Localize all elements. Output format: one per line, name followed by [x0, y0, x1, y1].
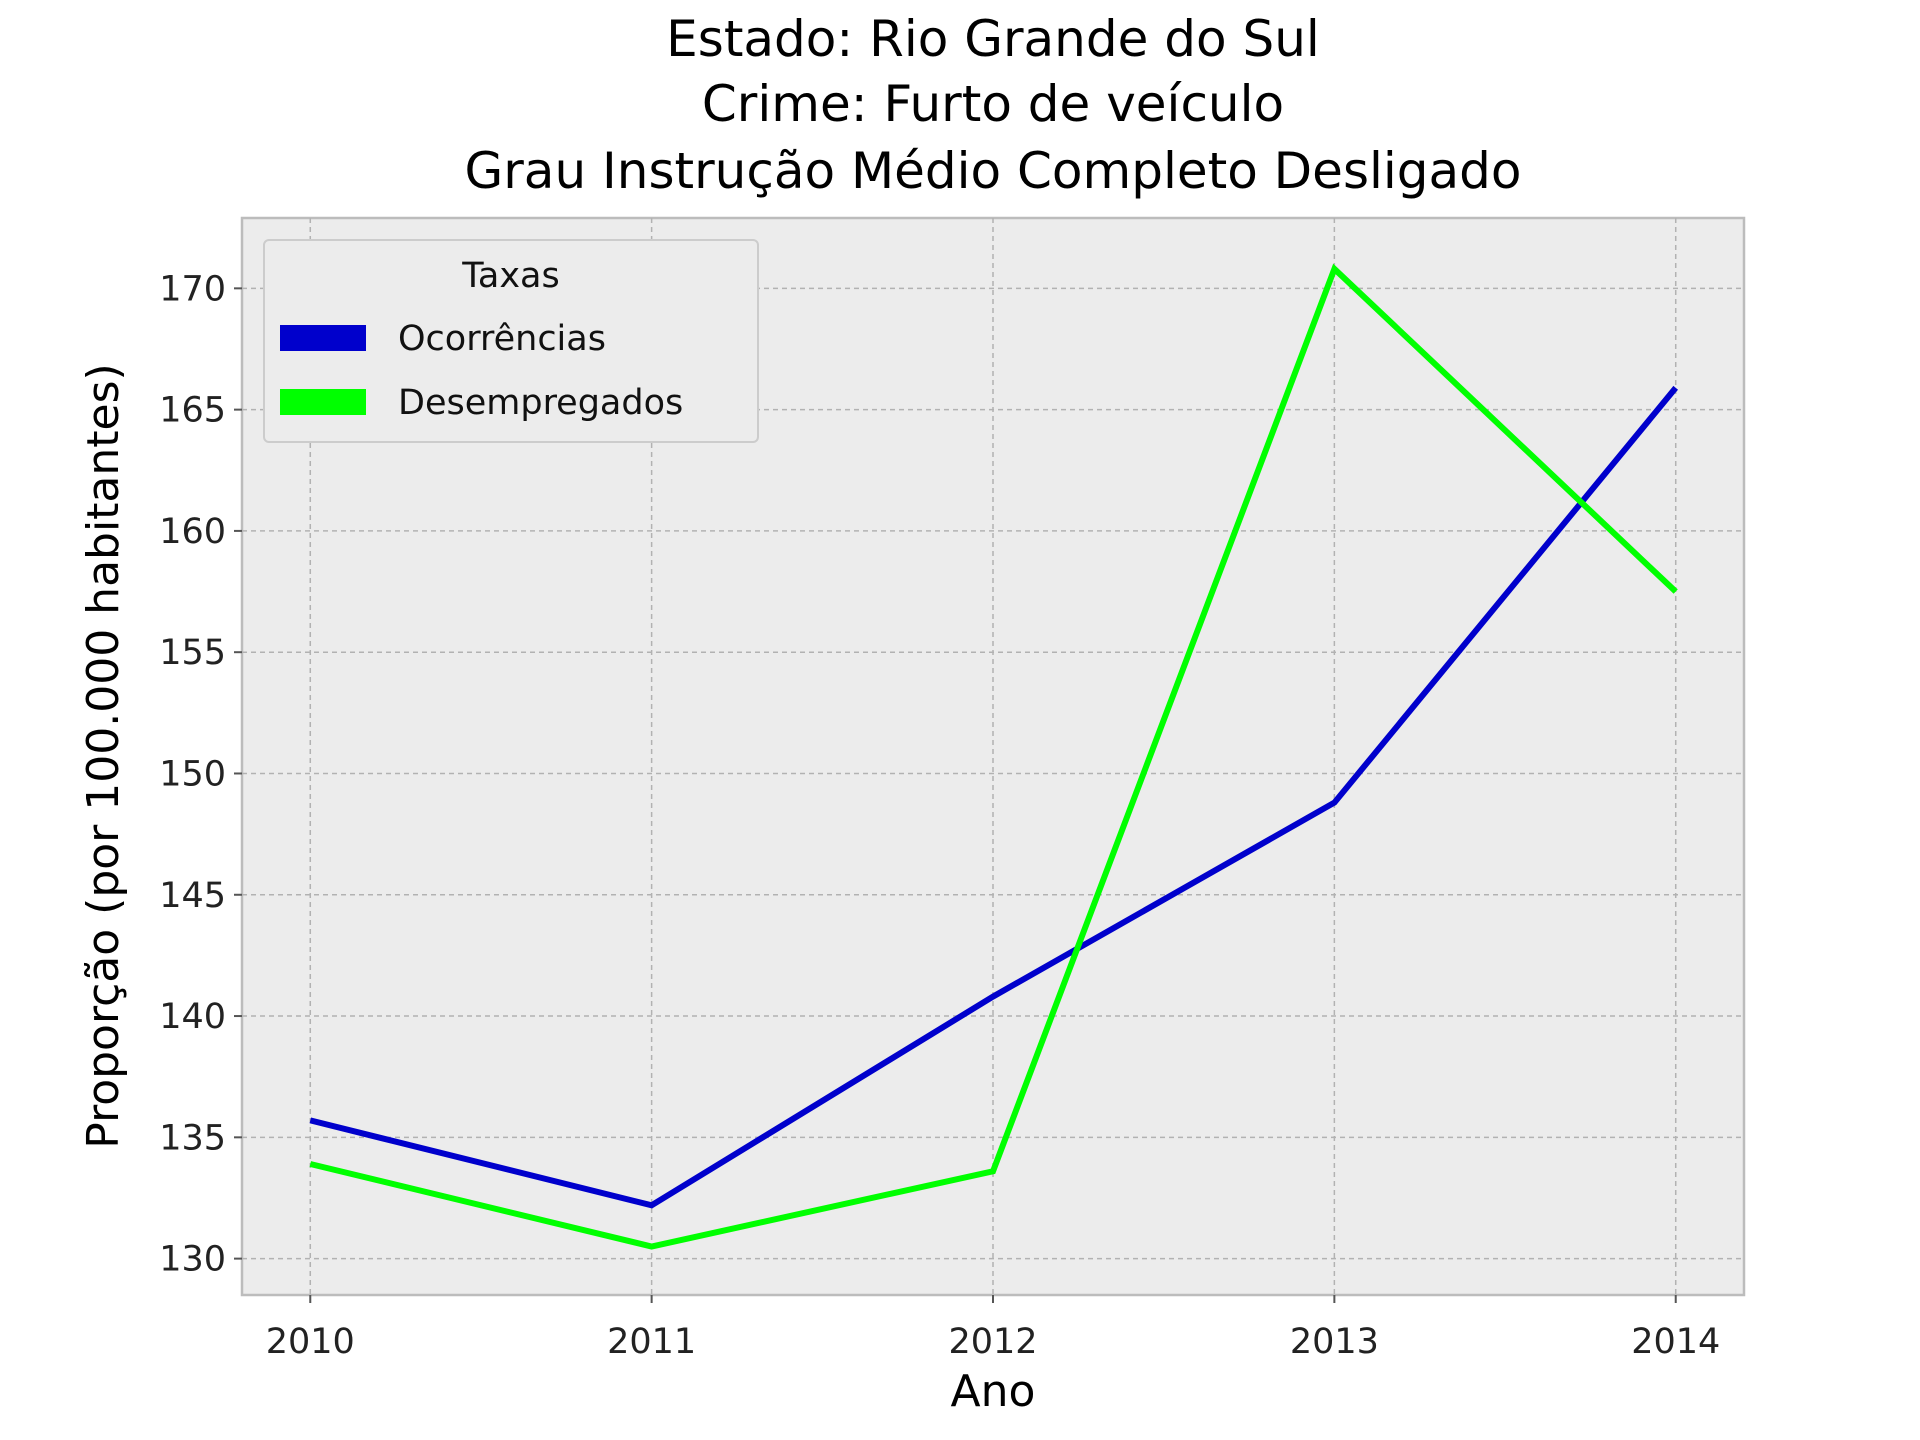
y-tick-label: 160: [159, 512, 226, 552]
y-tick-label: 140: [159, 997, 226, 1037]
x-tick-label: 2011: [607, 1322, 696, 1362]
y-tick-label: 155: [159, 633, 226, 673]
y-tick-label: 130: [159, 1240, 226, 1280]
series-line-ocorrencias: [309, 385, 1679, 1209]
legend-title: Taxas: [461, 256, 559, 296]
y-tick-label: 135: [159, 1118, 226, 1158]
legend-swatch-desempregados: [280, 389, 366, 415]
legend-label-desempregados: Desempregados: [398, 383, 683, 423]
legend-label-ocorrencias: Ocorrências: [398, 319, 606, 359]
legend: Taxas Ocorrências Desempregados: [263, 239, 759, 443]
y-axis-label: Proporção (por 100.000 habitantes): [78, 363, 129, 1148]
grid-lines: [242, 218, 1744, 1295]
data-series: [309, 263, 1679, 1250]
x-tick-label: 2014: [1631, 1322, 1720, 1362]
y-tick-label: 170: [159, 269, 226, 309]
axis-ticks: 2010 2011 2012 2013 2014 130 135 140 145 150 155 16…: [159, 269, 1720, 1362]
y-tick-label: 165: [159, 391, 226, 431]
series-line-desempregados: [309, 263, 1678, 1250]
chart-title-line-3: Grau Instrução Médio Completo Desligado: [465, 142, 1522, 200]
x-tick-label: 2013: [1290, 1322, 1379, 1362]
chart-title-line-1: Estado: Rio Grande do Sul: [666, 10, 1320, 68]
x-tick-label: 2010: [266, 1322, 355, 1362]
x-axis-label: Ano: [951, 1366, 1036, 1417]
chart-title-line-2: Crime: Furto de veículo: [702, 75, 1284, 133]
legend-swatch-ocorrencias: [280, 325, 366, 351]
y-tick-label: 145: [159, 876, 226, 916]
chart-title: Estado: Rio Grande do Sul Crime: Furto d…: [465, 10, 1522, 200]
y-tick-label: 150: [159, 754, 226, 794]
legend-box: [263, 239, 759, 443]
x-tick-label: 2012: [948, 1322, 1037, 1362]
